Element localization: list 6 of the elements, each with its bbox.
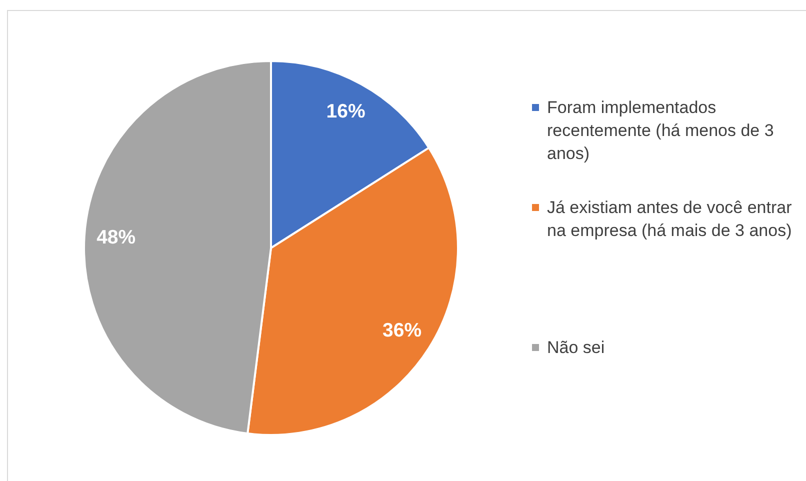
data-label: 36% xyxy=(382,320,422,342)
data-label: 16% xyxy=(326,100,366,122)
legend-label: Não sei xyxy=(547,337,606,359)
data-label: 48% xyxy=(96,226,136,249)
legend-label: Foram implementados recentemente (há menos de 3 anos) xyxy=(547,97,775,165)
legend-label: Já existiam antes de você entrar na empresa (há mais de 3 anos) xyxy=(547,197,793,242)
